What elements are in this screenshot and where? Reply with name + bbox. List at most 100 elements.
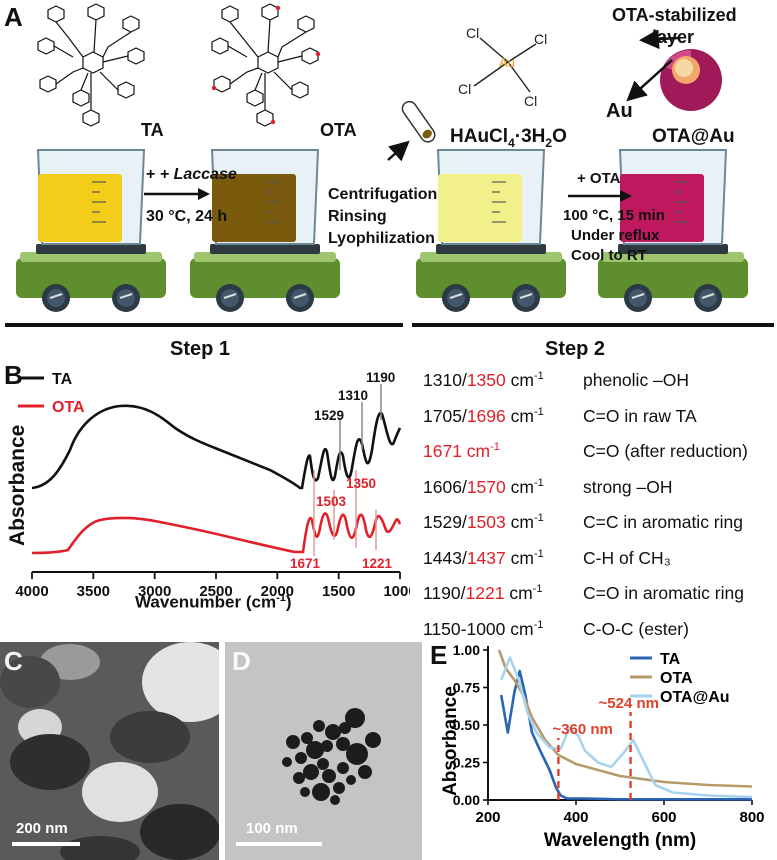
ta-molecule-structure bbox=[37, 3, 145, 127]
ta-label: TA bbox=[141, 120, 164, 140]
beaker-setups bbox=[16, 149, 748, 312]
uv-ytick-label: 1.00 bbox=[453, 642, 480, 658]
uv-xtick-label: 600 bbox=[651, 809, 676, 826]
step2-bar bbox=[412, 323, 774, 327]
ftir-xtick-2000: 2000 bbox=[261, 583, 294, 600]
ota-wavenumber: 1350 bbox=[466, 370, 506, 390]
processing-step-2: Rinsing bbox=[328, 208, 387, 225]
ftir-spectrum: 4000 3500 3000 2500 2000 1500 1000 1190 1310 1… bbox=[6, 370, 410, 600]
uv-legend-label: OTA bbox=[660, 670, 693, 687]
ota-ftir-curve bbox=[31, 512, 402, 555]
step1-bar bbox=[5, 323, 403, 327]
processing-step-3: Lyophilization bbox=[328, 230, 435, 247]
uv-annotation-label: ~360 nm bbox=[552, 721, 612, 738]
uv-xtick-label: 200 bbox=[475, 809, 500, 826]
ta-wavenumber: 1310 bbox=[423, 370, 462, 390]
gold-solution bbox=[438, 174, 522, 242]
ota-wavenumber: 1503 bbox=[466, 512, 506, 532]
haucl4-formula: HAuCl4·3H2O bbox=[450, 126, 567, 150]
uv-series-ota bbox=[497, 649, 753, 788]
ta-solution bbox=[38, 174, 122, 242]
assignment-row: 1150-1000 cm-1 C-O-C (ester) bbox=[423, 618, 689, 639]
assignment-row: 1190/1221 cm-1 C=O in aromatic ring bbox=[423, 583, 744, 603]
panel-a-letter: A bbox=[4, 2, 23, 32]
assignment-description: C=O in raw TA bbox=[583, 405, 697, 426]
scale-bar-c bbox=[12, 842, 80, 846]
svg-text:Cl: Cl bbox=[458, 81, 471, 97]
scale-bar-d bbox=[236, 842, 322, 846]
ta-wavenumber: 1606 bbox=[423, 476, 462, 497]
ota-label: OTA bbox=[320, 120, 357, 140]
assignment-row: 1606/1570 cm-1 strong –OH bbox=[423, 476, 673, 497]
scale-bar-d-label: 100 nm bbox=[246, 820, 298, 837]
arrow2-condition-3: Cool to RT bbox=[571, 247, 647, 264]
uv-ytick-label: 0.50 bbox=[453, 717, 480, 733]
ftir-xtick-4000: 4000 bbox=[15, 583, 48, 600]
ftir-ylabel: Absorbance bbox=[6, 425, 29, 546]
svg-text:Cl: Cl bbox=[466, 25, 479, 41]
legend-ota: OTA bbox=[52, 399, 85, 416]
assignment-row: 1443/1437 cm-1 C-H of CH₃ bbox=[423, 547, 671, 568]
np-layer-label-line2: layer bbox=[652, 27, 695, 47]
ftir-xtick-1500: 1500 bbox=[322, 583, 355, 600]
reaction-arrow-2 bbox=[568, 190, 632, 202]
arrow1-conditions: 30 °C, 24 h bbox=[146, 208, 228, 225]
ota-wavenumber: 1570 bbox=[466, 476, 506, 497]
np-layer-label-line1: OTA-stabilized bbox=[612, 5, 737, 25]
uv-legend-label: TA bbox=[660, 651, 681, 668]
ota-peak-1221: 1221 bbox=[362, 556, 393, 571]
np-core-label: Au bbox=[606, 100, 633, 122]
uv-ytick-label: 0.75 bbox=[453, 680, 480, 696]
molecule-au-text: Au bbox=[499, 55, 515, 70]
processing-step-1: Centrifugation bbox=[328, 186, 438, 203]
tem-image-c bbox=[0, 642, 219, 860]
assignment-description: C-H of CH₃ bbox=[583, 547, 671, 568]
ota-wavenumber: 1437 bbox=[466, 547, 506, 568]
ftir-xtick-3000: 3000 bbox=[138, 583, 171, 600]
assignment-description: phenolic –OH bbox=[583, 370, 690, 390]
ota-peak-1671: 1671 bbox=[290, 556, 321, 571]
ota-au-nanoparticle-icon bbox=[660, 49, 722, 111]
assignment-description: C=O in aromatic ring bbox=[583, 583, 744, 603]
ota-peak-1350: 1350 bbox=[346, 476, 376, 491]
ftir-xtick-3500: 3500 bbox=[77, 583, 110, 600]
step1-label: Step 1 bbox=[170, 338, 231, 360]
ta-peak-1529: 1529 bbox=[314, 408, 344, 423]
ta-wavenumber: 1705 bbox=[423, 405, 462, 426]
ta-wavenumber: 1529 bbox=[423, 512, 462, 532]
assignment-row: 1310/1350 cm-1 phenolic –OH bbox=[423, 370, 690, 390]
np-pointer-arrows bbox=[626, 30, 679, 102]
assignment-description: C=C in aromatic ring bbox=[583, 512, 743, 532]
uv-legend-label: OTA@Au bbox=[660, 689, 730, 706]
haucl4-structure: Au Cl Cl Cl Cl bbox=[458, 25, 547, 109]
uv-vis-chart: 0.00 0.25 0.50 0.75 1.00 200 400 600 800 ~360 nm ~… bbox=[440, 642, 765, 851]
assignment-row: 1529/1503 cm-1 C=C in aromatic ring bbox=[423, 512, 743, 532]
ta-wavenumber: 1443 bbox=[423, 547, 462, 568]
svg-text:Cl: Cl bbox=[524, 93, 537, 109]
uv-xtick-label: 400 bbox=[563, 809, 588, 826]
assignment-description: strong –OH bbox=[583, 476, 673, 497]
ota-wavenumber: 1671 bbox=[423, 441, 462, 461]
ota-wavenumber: 1221 bbox=[465, 583, 505, 603]
ota-peak-1503: 1503 bbox=[316, 494, 347, 509]
panel-c-letter: C bbox=[4, 646, 23, 676]
uv-ytick-label: 0.25 bbox=[453, 755, 480, 771]
ta-wavenumber: 1150-1000 bbox=[423, 618, 506, 639]
svg-text:Cl: Cl bbox=[534, 31, 547, 47]
panel-b-letter: B bbox=[4, 360, 23, 390]
assignment-description: C=O (after reduction) bbox=[583, 441, 748, 461]
ota-molecule-structure bbox=[211, 3, 321, 127]
arrow2-condition-2: Under reflux bbox=[571, 227, 660, 244]
scale-bar-c-label: 200 nm bbox=[16, 820, 68, 837]
ota-solution bbox=[212, 174, 296, 242]
uv-series-ota-au bbox=[499, 656, 753, 799]
uv-xtick-label: 800 bbox=[739, 809, 764, 826]
ta-ftir-curve bbox=[31, 404, 402, 490]
assignment-row: 1671 cm-1 C=O (after reduction) bbox=[423, 441, 748, 461]
ta-peak-1190: 1190 bbox=[366, 370, 395, 385]
test-tube-icon bbox=[387, 100, 436, 162]
ftir-xtick-1000: 1000 bbox=[383, 583, 410, 600]
arrow2-condition-1: 100 °C, 15 min bbox=[563, 207, 665, 224]
tem-image-d bbox=[225, 642, 422, 860]
ta-peak-1310: 1310 bbox=[338, 388, 368, 403]
